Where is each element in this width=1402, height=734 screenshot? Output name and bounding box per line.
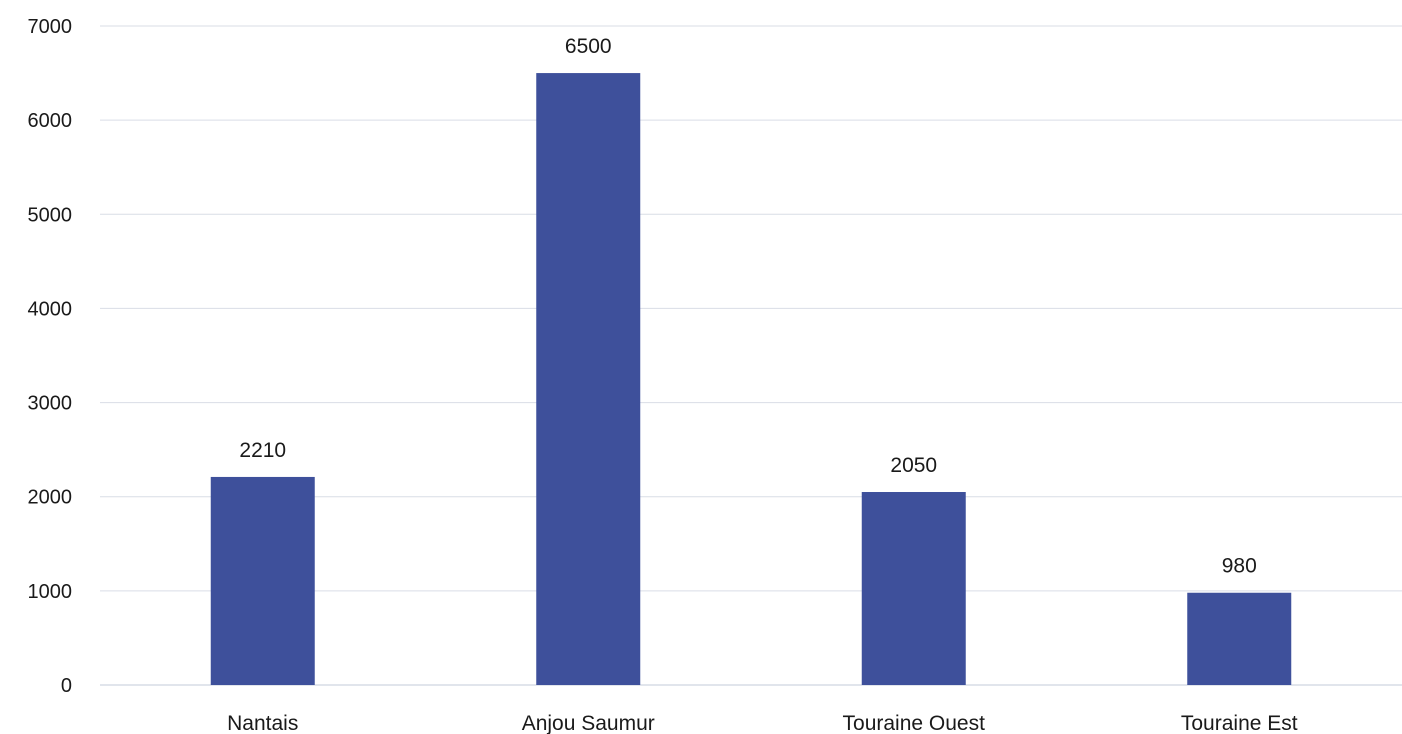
x-tick-label: Touraine Est: [1181, 712, 1298, 734]
y-axis-tick-labels: 0 1000 2000 3000 4000 5000 6000 7000: [28, 16, 73, 697]
data-label: 980: [1222, 555, 1257, 578]
bars: [210, 73, 1292, 686]
y-tick-label: 0: [61, 675, 72, 697]
data-labels: 2210 6500 2050 980: [239, 35, 1256, 578]
x-tick-label: Touraine Ouest: [843, 712, 986, 734]
y-tick-label: 5000: [28, 204, 73, 226]
y-tick-label: 2000: [28, 487, 73, 509]
bar-touraine-ouest: [861, 492, 966, 685]
data-label: 2210: [239, 439, 286, 462]
y-tick-label: 3000: [28, 393, 73, 415]
y-tick-label: 7000: [28, 16, 73, 38]
y-tick-label: 1000: [28, 581, 73, 603]
y-tick-label: 6000: [28, 110, 73, 132]
x-tick-label: Anjou Saumur: [522, 712, 655, 734]
bar-nantais: [210, 476, 315, 685]
data-label: 2050: [890, 454, 937, 477]
bar-anjou-saumur: [536, 73, 641, 686]
data-label: 6500: [565, 35, 612, 58]
x-axis-tick-labels: Nantais Anjou Saumur Touraine Ouest Tourain…: [227, 712, 1298, 734]
gridlines: [100, 25, 1402, 686]
bar-touraine-est: [1187, 592, 1292, 685]
y-tick-label: 4000: [28, 298, 73, 320]
x-tick-label: Nantais: [227, 712, 298, 734]
